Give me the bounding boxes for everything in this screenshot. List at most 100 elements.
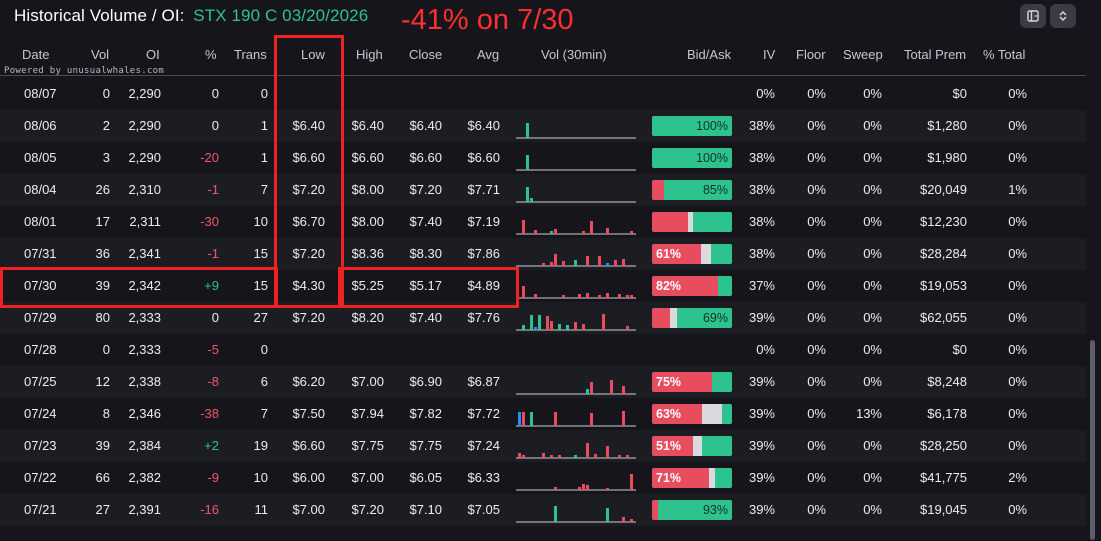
cell-iv: 39% bbox=[748, 310, 775, 325]
cell-oi: 2,311 bbox=[129, 214, 161, 229]
cell-date: 08/07 bbox=[24, 86, 57, 101]
bid-ask-ask-segment bbox=[676, 308, 732, 328]
col-high[interactable]: High bbox=[356, 47, 383, 62]
sparkline-bar bbox=[574, 322, 577, 330]
table-row[interactable]: 07/28 0 2,333 -5 0 0% 0% 0% $0 0% bbox=[0, 334, 1086, 366]
cell-iv: 0% bbox=[756, 86, 775, 101]
volume-sparkline bbox=[516, 286, 636, 299]
table-row[interactable]: 08/06 2 2,290 0 1 $6.40 $6.40 $6.40 $6.40 38% 0% 0%… bbox=[0, 110, 1086, 142]
bid-ask-bid-segment bbox=[652, 372, 712, 392]
cell-pct-change: -38 bbox=[200, 406, 219, 421]
cell-total-prem: $12,230 bbox=[920, 214, 967, 229]
cell-high: $6.60 bbox=[351, 150, 384, 165]
vertical-scrollbar[interactable] bbox=[1088, 36, 1098, 541]
cell-trans: 15 bbox=[253, 246, 268, 261]
cell-iv: 38% bbox=[748, 150, 775, 165]
sparkline-bar bbox=[534, 294, 537, 298]
col-trans[interactable]: Trans bbox=[234, 47, 267, 62]
cell-high: $6.40 bbox=[351, 118, 384, 133]
sparkline-bar bbox=[554, 254, 557, 266]
sparkline-bar bbox=[546, 316, 549, 330]
bid-ask-percent: 61% bbox=[656, 247, 682, 261]
cell-floor: 0% bbox=[807, 406, 826, 421]
volume-sparkline bbox=[516, 254, 636, 267]
cell-floor: 0% bbox=[807, 214, 826, 229]
bid-ask-percent: 93% bbox=[702, 503, 728, 517]
cell-sweep: 0% bbox=[863, 86, 882, 101]
bid-ask-ask-segment bbox=[652, 148, 732, 168]
col-date[interactable]: Date bbox=[22, 47, 50, 62]
bid-ask-bar: 75% bbox=[652, 372, 732, 392]
table-row[interactable]: 08/05 3 2,290 -20 1 $6.60 $6.60 $6.60 $6.60 38% 0%… bbox=[0, 142, 1086, 174]
sparkline-bar bbox=[522, 286, 525, 298]
table-row[interactable]: 08/01 17 2,311 -30 10 $6.70 $8.00 $7.40 $7.19 38%… bbox=[0, 206, 1086, 238]
col-oi[interactable]: OI bbox=[146, 47, 160, 62]
col-floor[interactable]: Floor bbox=[796, 47, 826, 62]
sparkline-bar bbox=[626, 326, 629, 330]
cell-pct-change: 0 bbox=[211, 86, 219, 101]
collapse-expand-button[interactable] bbox=[1050, 4, 1076, 28]
table-row[interactable]: 07/25 12 2,338 -8 6 $6.20 $7.00 $6.90 $6.87 39% 0%… bbox=[0, 366, 1086, 398]
col-pct-total[interactable]: % Total bbox=[983, 47, 1026, 62]
bid-ask-ask-segment bbox=[652, 116, 732, 136]
table-row[interactable]: 08/04 26 2,310 -1 7 $7.20 $8.00 $7.20 $7.71 38% 0%… bbox=[0, 174, 1086, 206]
cell-close: $7.20 bbox=[409, 182, 442, 197]
cell-trans: 0 bbox=[260, 86, 268, 101]
col-close[interactable]: Close bbox=[409, 47, 443, 62]
cell-floor: 0% bbox=[807, 182, 826, 197]
cell-trans: 6 bbox=[260, 374, 268, 389]
table-row[interactable]: 07/30 39 2,342 +9 15 $4.30 $5.25 $5.17 $4.89 37% 0… bbox=[0, 270, 1086, 302]
cell-avg: $6.60 bbox=[467, 150, 500, 165]
sparkline-bar bbox=[586, 389, 589, 394]
col-pct-change[interactable]: % bbox=[205, 47, 217, 62]
sparkline-bar bbox=[618, 455, 621, 458]
sparkline-bar bbox=[610, 380, 613, 394]
collapse-expand-icon bbox=[1059, 10, 1067, 22]
col-bid-ask[interactable]: Bid/Ask bbox=[687, 47, 732, 62]
sparkline-bar bbox=[586, 485, 589, 490]
cell-floor: 0% bbox=[807, 374, 826, 389]
volume-sparkline bbox=[516, 220, 636, 235]
cell-sweep: 0% bbox=[863, 246, 882, 261]
col-iv[interactable]: IV bbox=[763, 47, 776, 62]
cell-pct-change: -9 bbox=[207, 470, 219, 485]
sparkline-bar bbox=[542, 453, 545, 458]
col-avg[interactable]: Avg bbox=[477, 47, 500, 62]
sparkline-bar bbox=[626, 455, 629, 458]
table-row[interactable]: 07/23 39 2,384 +2 19 $6.60 $7.75 $7.75 $7.24 39% 0… bbox=[0, 430, 1086, 462]
cell-oi: 2,384 bbox=[128, 438, 161, 453]
cell-avg: $6.33 bbox=[467, 470, 500, 485]
cell-sweep: 0% bbox=[863, 310, 882, 325]
cell-date: 08/01 bbox=[24, 214, 57, 229]
sparkline-bar bbox=[550, 231, 553, 234]
col-vol[interactable]: Vol bbox=[91, 47, 110, 62]
col-low[interactable]: Low bbox=[301, 47, 325, 62]
cell-date: 07/22 bbox=[24, 470, 57, 485]
cell-pct-total: 0% bbox=[1008, 502, 1027, 517]
cell-date: 07/31 bbox=[24, 246, 57, 261]
cell-low: $6.40 bbox=[292, 118, 325, 133]
cell-avg: $6.40 bbox=[467, 118, 500, 133]
cell-vol: 17 bbox=[95, 214, 110, 229]
table-row[interactable]: 08/07 0 2,290 0 0 0% 0% 0% $0 0% bbox=[0, 78, 1086, 110]
cell-close: $6.90 bbox=[409, 374, 442, 389]
cell-oi: 2,391 bbox=[128, 502, 161, 517]
scrollbar-thumb[interactable] bbox=[1090, 340, 1095, 540]
bid-ask-mid-segment bbox=[692, 436, 703, 456]
cell-iv: 0% bbox=[756, 342, 775, 357]
col-total-prem[interactable]: Total Prem bbox=[904, 47, 967, 62]
col-sweep[interactable]: Sweep bbox=[843, 47, 883, 62]
table-row[interactable]: 07/29 80 2,333 0 27 $7.20 $8.20 $7.40 $7.76 39% 0%… bbox=[0, 302, 1086, 334]
col-vol-30min[interactable]: Vol (30min) bbox=[541, 47, 607, 62]
sparkline-bar bbox=[614, 260, 617, 266]
table-row[interactable]: 07/21 27 2,391 -16 11 $7.00 $7.20 $7.10 $7.05 39%… bbox=[0, 494, 1086, 526]
columns-button[interactable] bbox=[1020, 4, 1046, 28]
table-row[interactable]: 07/22 66 2,382 -9 10 $6.00 $7.00 $6.05 $6.33 39% 0… bbox=[0, 462, 1086, 494]
sparkline-bar bbox=[522, 455, 525, 458]
cell-oi: 2,342 bbox=[128, 278, 161, 293]
cell-avg: $7.86 bbox=[467, 246, 500, 261]
table-row[interactable]: 07/24 8 2,346 -38 7 $7.50 $7.94 $7.82 $7.72 39% 0%… bbox=[0, 398, 1086, 430]
sparkline-bar bbox=[606, 293, 609, 298]
sparkline-bar bbox=[550, 262, 553, 266]
table-row[interactable]: 07/31 36 2,341 -1 15 $7.20 $8.36 $8.30 $7.86 38% 0… bbox=[0, 238, 1086, 270]
